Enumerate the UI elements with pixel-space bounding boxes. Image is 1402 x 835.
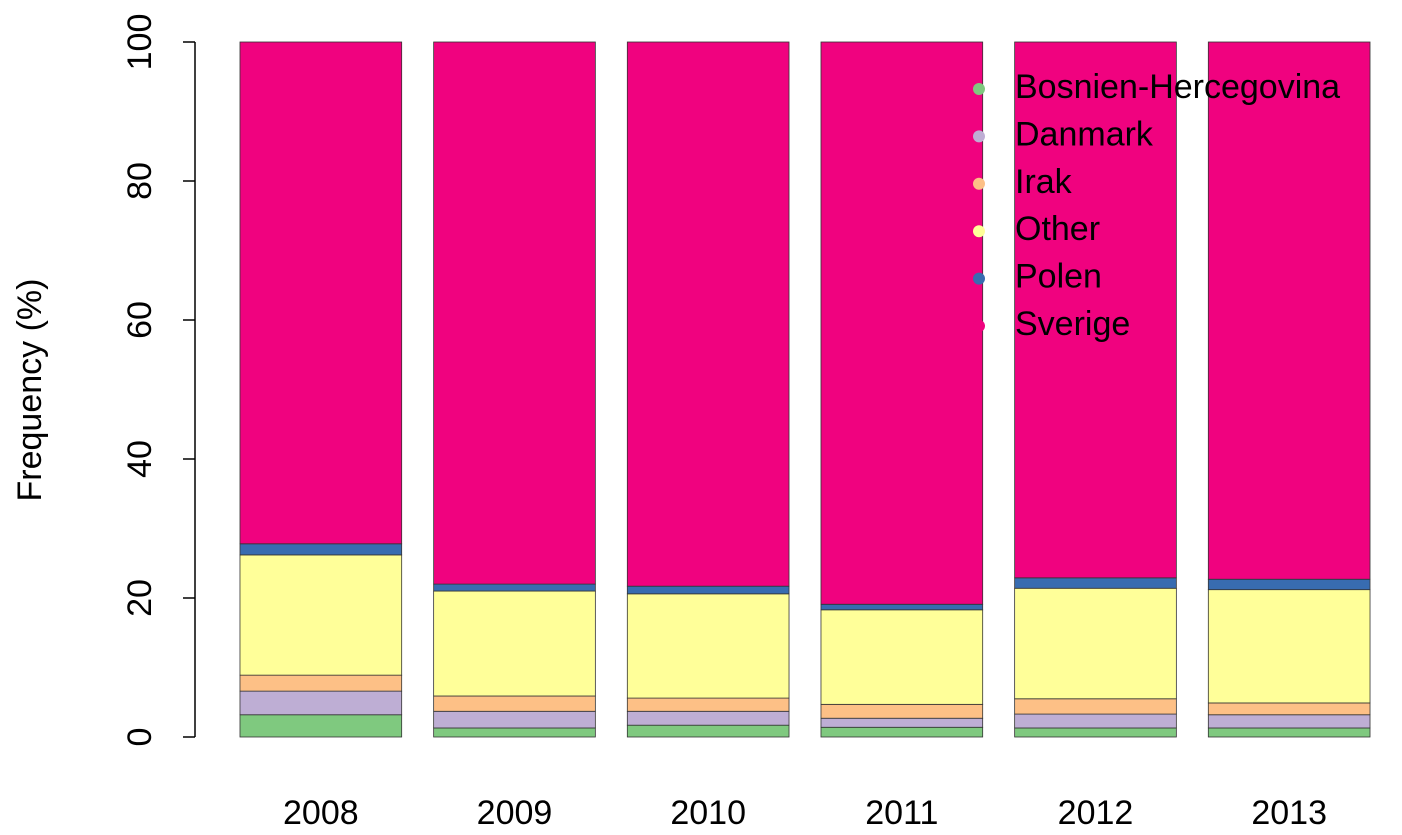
x-tick-label: 2012 [1058,794,1134,832]
bar-segment [820,726,984,738]
bar-segment [626,585,790,595]
bar-segment [433,727,596,738]
bar-segment [1014,577,1177,589]
bar-segment [820,603,984,611]
bar-segment [626,41,790,587]
x-tick-label: 2010 [670,794,746,832]
y-tick-label: 40 [121,440,159,478]
y-tick-label: 0 [121,728,159,747]
legend-label: Sverige [1015,305,1130,343]
legend-label: Danmark [1015,115,1154,153]
legend-label: Bosnien-Hercegovina [1015,68,1340,106]
legend-marker [973,130,985,143]
bar-segment [820,41,984,605]
bar-segment [1014,41,1177,579]
bar-segment [1014,587,1177,700]
bar-segment [1207,589,1371,704]
bar-segment [433,583,596,592]
bar-segment [626,593,790,699]
y-axis-label: Frequency (%) [11,279,49,502]
legend-marker [973,225,985,238]
bar-segment [820,703,984,719]
bar-segment [820,717,984,728]
bar-segment [239,690,403,716]
legend-marker [973,177,985,190]
legend-label: Other [1015,210,1100,248]
bar-segment [626,697,790,712]
bar-segment [626,724,790,738]
legend-marker [973,83,985,95]
bar-segment [1014,727,1177,738]
bar-segment [1207,714,1371,729]
legend-marker [973,320,985,332]
bar-segment [1207,578,1371,591]
bar-segment [820,609,984,705]
bar-segment [433,695,596,712]
x-tick-label: 2009 [477,794,553,832]
y-tick-label: 80 [121,162,159,200]
bar-segment [433,710,596,729]
legend-label: Polen [1015,258,1102,296]
bar-segment [1207,727,1371,738]
bar-segment [1014,698,1177,715]
y-tick-label: 20 [121,579,159,617]
bar-segment [1207,702,1371,716]
bar-segment [239,543,403,556]
y-tick-label: 100 [121,14,159,71]
legend-label: Irak [1015,163,1073,201]
x-tick-label: 2011 [865,794,938,832]
bar-segment [433,590,596,697]
bar-segment [239,554,403,676]
legend-marker [973,272,985,285]
y-tick-label: 60 [121,301,159,339]
bar-segment [239,41,403,545]
bar-segment [239,714,403,738]
x-tick-label: 2008 [283,794,359,832]
bar-segment [1207,41,1371,580]
bar-segment [1014,713,1177,729]
bar-segment [433,41,596,585]
x-tick-label: 2013 [1251,794,1327,832]
bar-segment [626,710,790,726]
bar-segment [239,674,403,692]
